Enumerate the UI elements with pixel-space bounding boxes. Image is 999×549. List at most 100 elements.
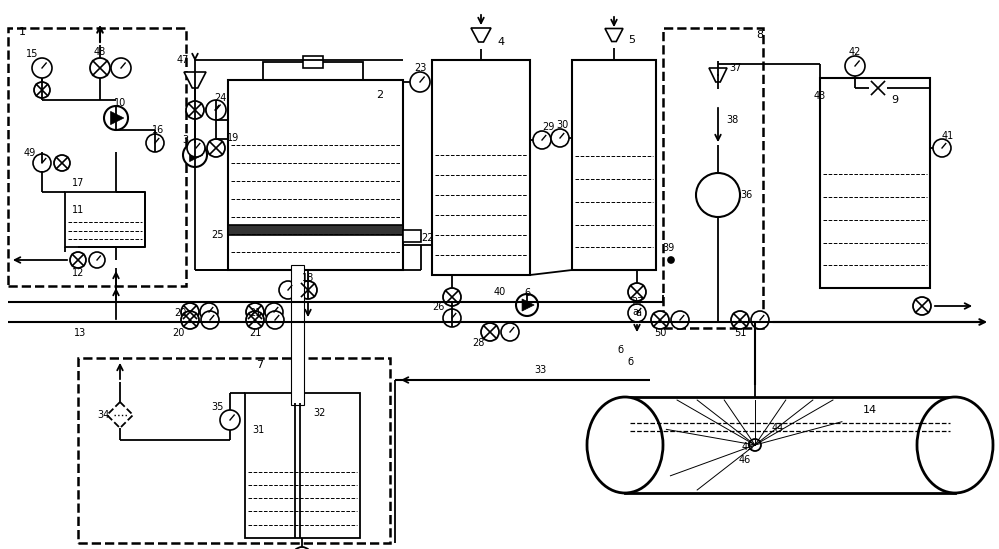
Text: 26: 26	[432, 302, 445, 312]
Text: 4: 4	[498, 37, 504, 47]
Polygon shape	[190, 148, 203, 161]
Polygon shape	[184, 72, 206, 88]
Text: 3: 3	[182, 135, 188, 145]
Text: 47: 47	[177, 55, 189, 65]
Text: 29: 29	[541, 122, 554, 132]
Circle shape	[443, 288, 461, 306]
Text: 19: 19	[227, 133, 239, 143]
Text: 2: 2	[377, 90, 384, 100]
Text: 28: 28	[472, 338, 485, 348]
Circle shape	[33, 154, 51, 172]
Text: 16: 16	[152, 125, 164, 135]
Text: a: a	[632, 307, 638, 317]
Circle shape	[279, 281, 297, 299]
Polygon shape	[471, 28, 491, 42]
Circle shape	[200, 303, 218, 321]
Text: 23: 23	[414, 63, 427, 73]
Text: 9: 9	[891, 95, 898, 105]
Text: 21: 21	[249, 328, 261, 338]
Circle shape	[104, 106, 128, 130]
Ellipse shape	[587, 397, 663, 493]
Bar	[663, 28, 763, 328]
Text: 45: 45	[742, 442, 754, 452]
Text: 25: 25	[212, 230, 224, 240]
Circle shape	[206, 100, 226, 120]
Bar	[820, 78, 930, 288]
Text: 13: 13	[74, 328, 86, 338]
Circle shape	[220, 410, 240, 430]
Text: 31: 31	[252, 425, 264, 435]
Circle shape	[628, 304, 646, 322]
Text: 12: 12	[72, 268, 84, 278]
Circle shape	[293, 547, 311, 549]
Text: 44: 44	[772, 423, 784, 433]
Text: 17: 17	[72, 178, 84, 188]
Text: 14: 14	[863, 405, 877, 415]
Text: 36: 36	[740, 190, 752, 200]
Text: 11: 11	[72, 205, 84, 215]
Text: 6: 6	[523, 288, 530, 298]
Bar	[228, 80, 403, 270]
Circle shape	[299, 281, 317, 299]
Circle shape	[266, 311, 284, 329]
Text: 43: 43	[814, 91, 826, 101]
Text: 49: 49	[24, 148, 36, 158]
Text: 35: 35	[212, 402, 224, 412]
Circle shape	[516, 294, 538, 316]
Text: 34: 34	[97, 410, 109, 420]
Circle shape	[696, 173, 740, 217]
Bar	[303, 56, 323, 68]
Circle shape	[533, 131, 551, 149]
Circle shape	[207, 139, 225, 157]
Text: 32: 32	[314, 408, 327, 418]
Circle shape	[501, 323, 519, 341]
Circle shape	[70, 252, 86, 268]
Bar	[228, 225, 403, 235]
Circle shape	[551, 129, 569, 147]
Text: 41: 41	[942, 131, 954, 141]
Text: 50: 50	[653, 328, 666, 338]
Circle shape	[90, 58, 110, 78]
Text: 15: 15	[26, 49, 38, 59]
Bar	[245, 393, 360, 538]
Circle shape	[206, 101, 224, 119]
Circle shape	[186, 101, 204, 119]
Bar	[263, 62, 363, 80]
Text: б: б	[617, 345, 623, 355]
Polygon shape	[605, 29, 623, 42]
Ellipse shape	[917, 397, 993, 493]
Bar	[65, 192, 145, 247]
Circle shape	[246, 303, 264, 321]
Polygon shape	[522, 299, 534, 311]
Text: 27: 27	[630, 297, 643, 307]
Circle shape	[668, 257, 674, 263]
Text: 10: 10	[114, 98, 126, 108]
Text: 46: 46	[739, 455, 751, 465]
Circle shape	[146, 134, 164, 152]
Circle shape	[187, 139, 205, 157]
Polygon shape	[107, 402, 133, 428]
Circle shape	[481, 323, 499, 341]
Circle shape	[34, 82, 50, 98]
Circle shape	[201, 311, 219, 329]
Text: 39: 39	[662, 243, 674, 253]
Bar	[432, 60, 530, 275]
Text: 38: 38	[726, 115, 738, 125]
Circle shape	[933, 139, 951, 157]
Circle shape	[265, 303, 283, 321]
Circle shape	[628, 283, 646, 301]
Text: 42: 42	[849, 47, 861, 57]
Text: 21: 21	[249, 308, 261, 318]
Text: 40: 40	[494, 287, 506, 297]
Circle shape	[32, 58, 52, 78]
Text: 20: 20	[174, 308, 186, 318]
Text: 5: 5	[628, 35, 635, 45]
Bar	[8, 28, 186, 286]
Circle shape	[183, 143, 207, 167]
Circle shape	[443, 309, 461, 327]
Text: 8: 8	[756, 30, 763, 40]
Bar	[403, 230, 421, 242]
Text: 18: 18	[302, 273, 314, 283]
Circle shape	[54, 155, 70, 171]
Text: 51: 51	[734, 328, 746, 338]
